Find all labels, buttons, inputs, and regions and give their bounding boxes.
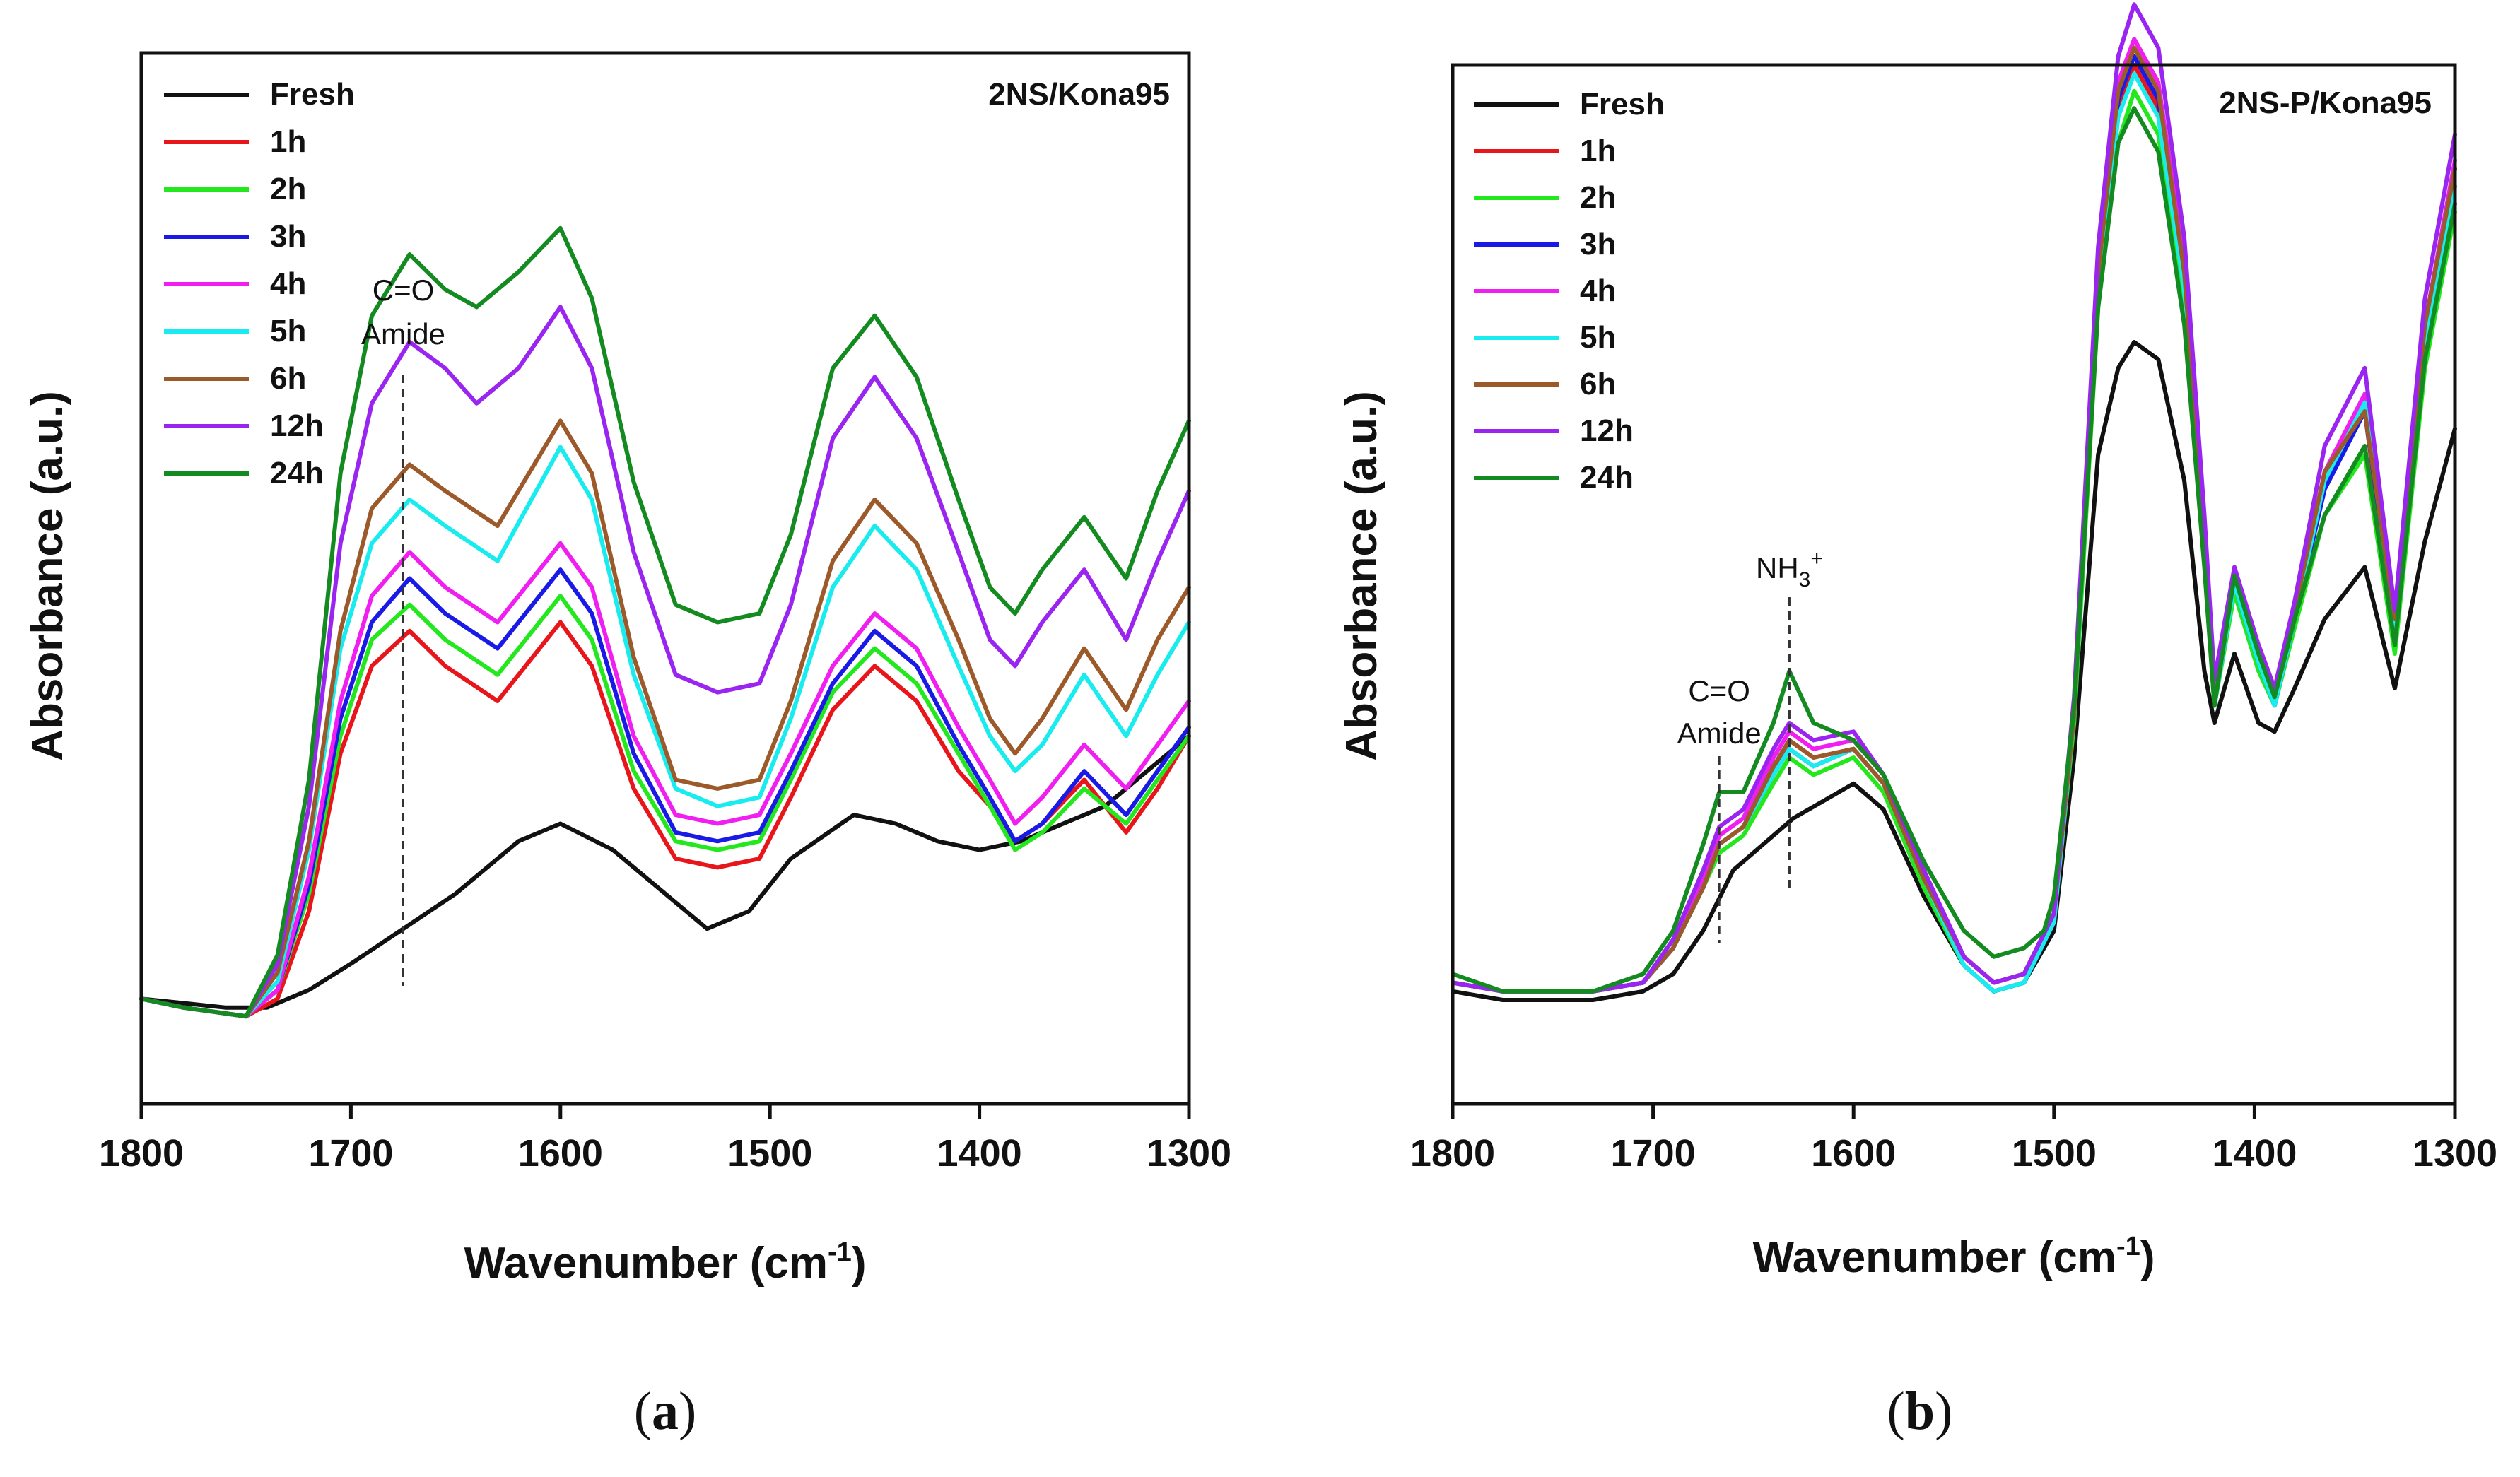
legend-label-b-6h: 6h <box>1580 367 1616 401</box>
panel-caption-letter-a: a <box>652 1382 679 1441</box>
x-axis-unit-exponent-a: -1 <box>828 1237 852 1267</box>
plot-frame-a <box>139 51 1191 1106</box>
legend-label-b-12h: 12h <box>1580 413 1634 448</box>
legend-label-b-fresh: Fresh <box>1580 87 1665 122</box>
series-line-b-fresh <box>1451 340 2457 1002</box>
plot-frame-b <box>1451 63 2457 1106</box>
legend-label-a-1h: 1h <box>270 124 306 159</box>
annotation-layer-a: C=O Amide <box>361 273 445 986</box>
series-line-a-6h <box>139 418 1191 1019</box>
legend-label-b-2h: 2h <box>1580 180 1616 215</box>
panel-caption-letter-b: b <box>1905 1382 1935 1441</box>
legend-label-a-5h: 5h <box>270 314 306 348</box>
x-axis-label-a: Wavenumber (cm-1) <box>464 1237 867 1288</box>
y-axis-label-b: Absorbance (a.u.) <box>1337 391 1386 761</box>
x-axis-unit-exponent-b: -1 <box>2116 1232 2140 1261</box>
x-tick-label-a-1500: 1500 <box>727 1132 812 1175</box>
series-line-a-2h <box>139 594 1191 1019</box>
series-line-b-12h <box>1451 2 2457 994</box>
x-axis-label-b: Wavenumber (cm-1) <box>1753 1232 2155 1282</box>
legend-label-a-2h: 2h <box>270 172 306 206</box>
series-line-a-12h <box>139 305 1191 1019</box>
x-tick-label-a-1300: 1300 <box>1147 1132 1231 1175</box>
annotation-label-b-0-1: Amide <box>1677 717 1762 750</box>
series-line-a-24h <box>139 225 1191 1019</box>
x-tick-label-a-1600: 1600 <box>518 1132 603 1175</box>
x-tick-label-a-1800: 1800 <box>99 1132 184 1175</box>
annotation-label-a-0-0: C=O <box>373 273 435 307</box>
legend-label-a-6h: 6h <box>270 361 306 396</box>
y-axis-label-a: Absorbance (a.u.) <box>23 391 72 761</box>
legend-label-b-24h: 24h <box>1580 460 1634 495</box>
series-line-a-fresh <box>139 734 1191 1010</box>
series-layer-a <box>139 225 1191 1019</box>
x-tick-label-b-1800: 1800 <box>1410 1132 1495 1175</box>
x-tick-label-b-1500: 1500 <box>2012 1132 2097 1175</box>
series-line-a-3h <box>139 567 1191 1019</box>
x-tick-label-b-1300: 1300 <box>2413 1132 2497 1175</box>
panel-title-a: 2NS/Kona95 <box>988 77 1170 112</box>
legend-label-b-1h: 1h <box>1580 134 1616 168</box>
series-line-a-4h <box>139 541 1191 1019</box>
x-ticks-a: 1800 1700 1600 1500 1400 1300 <box>99 1104 1231 1175</box>
x-tick-label-a-1400: 1400 <box>937 1132 1022 1175</box>
x-tick-label-b-1600: 1600 <box>1811 1132 1896 1175</box>
legend-label-a-3h: 3h <box>270 219 306 254</box>
legend-label-a-4h: 4h <box>270 266 306 301</box>
series-line-b-24h <box>1451 106 2457 994</box>
legend-label-b-3h: 3h <box>1580 227 1616 261</box>
annotation-label-b-0-0: C=O <box>1688 674 1750 707</box>
legend-label-a-24h: 24h <box>270 456 324 490</box>
legend-label-a-12h: 12h <box>270 408 324 443</box>
legend-a: Fresh 1h 2h 3h 4h 5h 6h 12h 24h <box>164 77 355 490</box>
x-tick-label-a-1700: 1700 <box>308 1132 393 1175</box>
panel-caption-b: (b) <box>1887 1382 1953 1441</box>
x-tick-label-b-1700: 1700 <box>1611 1132 1696 1175</box>
x-tick-label-b-1400: 1400 <box>2212 1132 2297 1175</box>
panel-title-b: 2NS-P/Kona95 <box>2219 86 2432 120</box>
annotation-label-a-0-1: Amide <box>361 317 445 351</box>
legend-label-b-4h: 4h <box>1580 273 1616 308</box>
panel-a: C=O Amide 1800 1700 1600 1500 1400 1300 2NS/Ko… <box>23 51 1231 1441</box>
panel-caption-a: (a) <box>634 1382 697 1441</box>
legend-label-b-5h: 5h <box>1580 320 1616 355</box>
legend-label-a-fresh: Fresh <box>270 77 355 112</box>
x-ticks-b: 1800 1700 1600 1500 1400 1300 <box>1410 1104 2497 1175</box>
series-layer-b <box>1451 2 2457 1002</box>
legend-b: Fresh 1h 2h 3h 4h 5h 6h 12h 24h <box>1474 87 1665 495</box>
